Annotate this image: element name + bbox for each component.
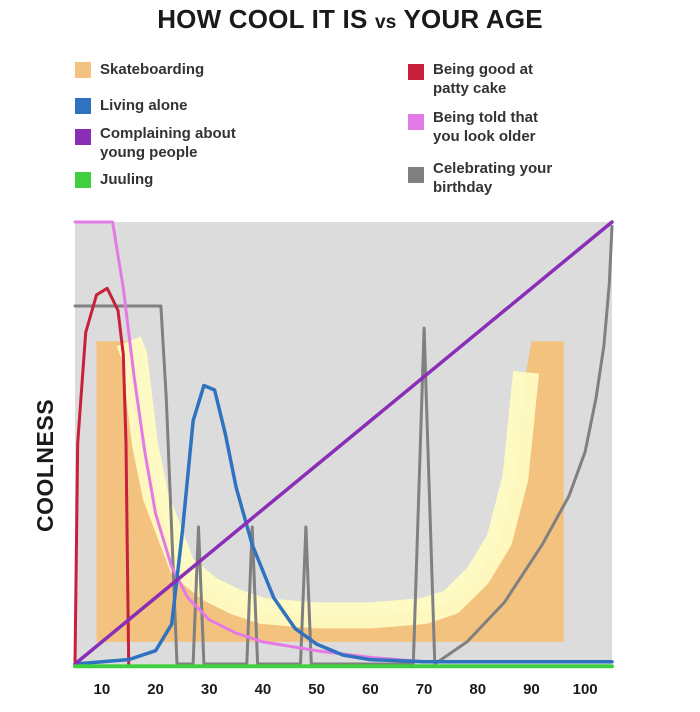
x-tick-label-100: 100	[573, 681, 598, 698]
legend-label-patty-cake: Being good at patty cake	[433, 61, 533, 97]
legend-label-complaining: Complaining about young people	[100, 125, 236, 161]
legend-label-look-older: Being told that you look older	[433, 109, 538, 145]
legend-swatch-birthday	[408, 167, 424, 183]
legend-swatch-look-older	[408, 114, 424, 130]
x-tick-label-80: 80	[469, 681, 486, 698]
legend-swatch-skateboarding	[75, 62, 91, 78]
legend-label-juuling: Juuling	[100, 171, 154, 188]
legend-swatch-juuling	[75, 172, 91, 188]
x-tick-label-20: 20	[147, 681, 164, 698]
title-vs: vs	[374, 12, 397, 33]
legend-swatch-living-alone	[75, 98, 91, 114]
title-part-2: YOUR AGE	[403, 4, 543, 34]
x-tick-label-90: 90	[523, 681, 540, 698]
legend-item-patty-cake: Being good at patty cake	[408, 60, 533, 98]
legend-item-birthday: Celebrating your birthday	[408, 159, 552, 197]
title-part-1: HOW COOL IT IS	[157, 4, 368, 34]
x-tick-label-30: 30	[201, 681, 218, 698]
series-birthday-line	[73, 224, 614, 666]
series-living-alone-line	[73, 383, 614, 666]
legend-item-complaining: Complaining about young people	[75, 124, 236, 162]
chart-title: HOW COOL IT IS vs YOUR AGE	[0, 4, 700, 35]
x-tick-label-50: 50	[308, 681, 325, 698]
skateboarding-highlight-band	[116, 336, 540, 629]
legend-item-juuling: Juuling	[75, 170, 153, 189]
legend-swatch-patty-cake	[408, 64, 424, 80]
legend-swatch-complaining	[75, 129, 91, 145]
legend-label-skateboarding: Skateboarding	[100, 61, 205, 78]
legend-item-look-older: Being told that you look older	[408, 108, 538, 146]
x-tick-label-10: 10	[94, 681, 111, 698]
series-complaining-line	[73, 220, 614, 666]
legend-label-living-alone: Living alone	[100, 97, 188, 114]
x-tick-label-40: 40	[255, 681, 272, 698]
x-tick-label-60: 60	[362, 681, 379, 698]
legend-item-skateboarding: Skateboarding	[75, 60, 204, 79]
legend-item-living-alone: Living alone	[75, 96, 188, 115]
series-skateboarding-area	[96, 341, 564, 642]
legend-label-birthday: Celebrating your birthday	[433, 160, 553, 196]
x-tick-label-70: 70	[416, 681, 433, 698]
series-patty-cake-line	[73, 286, 131, 666]
